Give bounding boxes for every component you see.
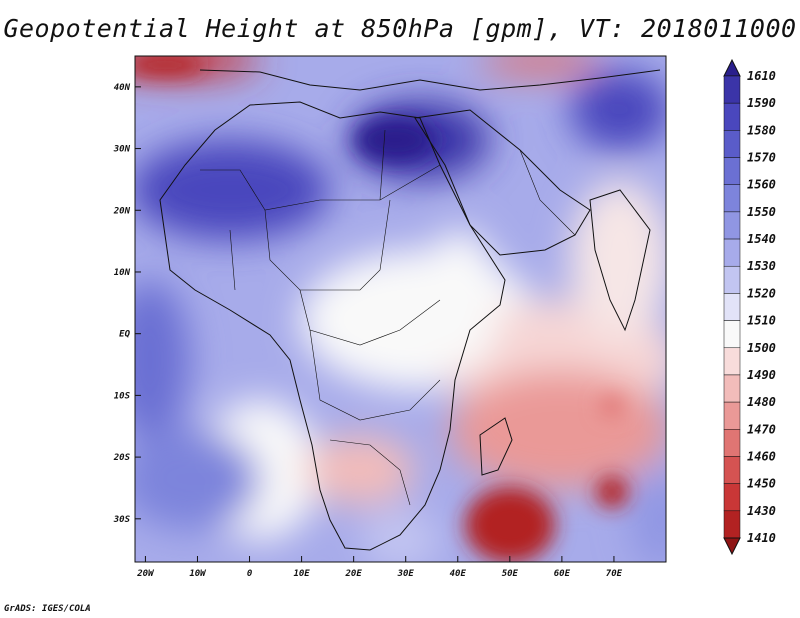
colorbar-label: 1490 (747, 368, 776, 382)
colorbar-label: 1530 (747, 259, 776, 273)
lat-label: 40N (114, 83, 131, 93)
colorbar-label: 1540 (747, 232, 776, 246)
colorbar-label: 1510 (747, 314, 776, 328)
colorbar-label: 1580 (747, 123, 776, 137)
colorbar-swatch (723, 320, 741, 349)
axis-ticks (135, 86, 615, 562)
lon-label: 30E (397, 569, 415, 579)
colorbar-swatch (723, 401, 741, 430)
lon-label: 60E (554, 569, 571, 579)
colorbar-labels: 1610 1590 1580 1570 1560 1550 1540 1530 1520 1510… (747, 69, 776, 545)
lon-label: 10E (293, 569, 310, 579)
colorbar-swatch (723, 374, 741, 403)
latitude-labels: 40N 30N 20N 10N EQ 10S 20S 30S (113, 83, 131, 525)
colorbar-label: 1470 (747, 422, 776, 436)
colorbar-swatch (723, 184, 741, 213)
colorbar-label: 1570 (747, 151, 776, 165)
lon-label: 20E (345, 569, 363, 579)
colorbar (723, 58, 741, 556)
colorbar-swatch (723, 102, 741, 131)
colorbar-label: 1560 (747, 178, 776, 192)
colorbar-label: 1610 (747, 69, 776, 83)
colorbar-top-triangle (723, 58, 741, 77)
map-title: Geopotential Height at 850hPa [gpm], VT:… (3, 14, 797, 43)
colorbar-swatch (723, 130, 741, 158)
lat-label: 30N (113, 145, 131, 155)
colorbar-swatch (723, 510, 741, 539)
lat-label: 10S (114, 391, 131, 401)
colorbar-label: 1590 (747, 96, 776, 110)
lon-label: 10W (189, 569, 207, 579)
colorbar-label: 1520 (747, 286, 776, 300)
longitude-labels: 20W 10W 0 10E 20E 30E 40E 50E 60E 70E (136, 569, 622, 579)
colorbar-bottom-triangle (723, 537, 741, 556)
lon-label: 20W (136, 569, 155, 579)
colorbar-label: 1480 (747, 395, 776, 409)
colorbar-swatch (723, 456, 741, 484)
lat-label: EQ (119, 330, 130, 340)
lat-label: 20S (113, 453, 131, 463)
map-frame (134, 55, 667, 563)
colorbar-swatch (723, 157, 741, 185)
lat-label: 10N (114, 268, 131, 278)
lon-label: 0 (247, 569, 253, 579)
colorbar-swatch (723, 265, 741, 294)
lon-label: 50E (502, 569, 519, 579)
height-field (135, 56, 666, 562)
lat-label: 20N (113, 206, 131, 216)
colorbar-swatch (723, 429, 741, 457)
colorbar-label: 1450 (747, 477, 776, 491)
colorbar-label: 1410 (747, 531, 776, 545)
country-borders (200, 129, 576, 506)
lon-label: 70E (606, 569, 623, 579)
grads-credit: GrADS: IGES/COLA (4, 604, 91, 614)
colorbar-label: 1550 (747, 205, 776, 219)
colorbar-swatch (723, 75, 741, 104)
colorbar-swatch (723, 211, 741, 240)
lat-label: 30S (113, 515, 131, 525)
colorbar-label: 1500 (747, 341, 776, 355)
colorbar-label: 1430 (747, 504, 776, 518)
colorbar-swatch (723, 293, 741, 321)
colorbar-swatch (723, 483, 741, 512)
colorbar-swatch (723, 347, 741, 376)
lon-label: 40E (450, 569, 467, 579)
colorbar-label: 1460 (747, 449, 776, 463)
colorbar-swatch (723, 238, 741, 267)
